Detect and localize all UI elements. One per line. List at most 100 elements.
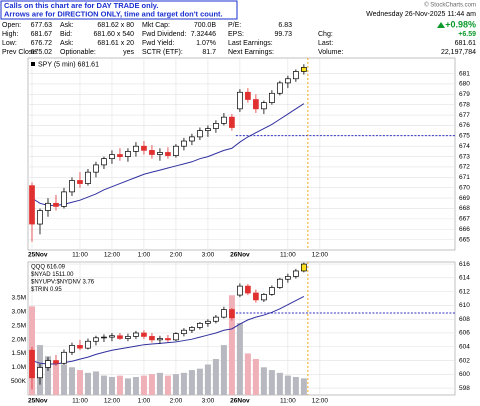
moving-average xyxy=(31,103,305,206)
note: Arrows are for DIRECTION ONLY, time and … xyxy=(4,9,223,18)
y-tick-label: 602 xyxy=(459,357,470,364)
candle-body xyxy=(93,337,99,342)
stat-label: Open: xyxy=(2,22,21,29)
stat-value: 681.62 x 80 xyxy=(97,22,134,29)
y2-tick-label: 500K xyxy=(11,378,27,385)
candle-body xyxy=(245,285,251,294)
y-tick-label: 614 xyxy=(459,275,470,282)
y-tick-label: 665 xyxy=(459,236,470,243)
stat-value: +0.98% xyxy=(445,19,476,29)
stat-label: Ask: xyxy=(60,22,74,29)
candle-body xyxy=(109,154,115,160)
stat-label: EPS: xyxy=(228,31,244,38)
volume-bar xyxy=(148,374,155,395)
candle-body xyxy=(61,191,67,207)
candle-body xyxy=(37,367,43,379)
y-tick-label: 669 xyxy=(459,195,470,202)
stat-value: 99.73 xyxy=(274,31,292,38)
stat-value: 681.61 x 20 xyxy=(97,40,134,47)
y2-tick-label: 1.0M xyxy=(12,364,26,371)
legend: $NYAD 1511.00 xyxy=(31,272,74,278)
volume-bar xyxy=(60,364,67,395)
stat-label: Last Earnings: xyxy=(228,40,273,47)
candle-body xyxy=(189,327,195,331)
x-tick-label: 3:00 xyxy=(202,252,215,259)
y-tick-label: 672 xyxy=(459,164,470,171)
volume-bar xyxy=(92,371,99,395)
moving-average xyxy=(31,296,305,365)
volume-bar xyxy=(228,295,235,395)
candle-body xyxy=(197,322,203,328)
candle-body xyxy=(53,360,59,364)
y-tick-label: 600 xyxy=(459,371,470,378)
y-tick-label: 678 xyxy=(459,101,470,108)
candle-body xyxy=(117,154,123,157)
candle-body xyxy=(85,171,91,184)
candle-body xyxy=(269,287,275,295)
candle-body xyxy=(197,130,203,138)
x-tick-label: 3:00 xyxy=(202,398,215,405)
stat-value: 81.7 xyxy=(202,49,216,56)
candle-body xyxy=(133,332,139,337)
candle-body xyxy=(181,329,187,335)
candle-body xyxy=(45,360,51,368)
x-tick-label: 26Nov xyxy=(230,398,250,405)
stat-label: High: xyxy=(2,31,18,38)
volume-bar xyxy=(292,376,299,395)
candle-body xyxy=(141,332,147,337)
x-tick-label: 26Nov xyxy=(230,252,250,259)
stat-value: 681.60 x 540 xyxy=(94,31,135,38)
volume-bar xyxy=(284,375,291,395)
candle-body xyxy=(69,180,75,193)
volume-bar xyxy=(108,376,115,395)
y-tick-label: 666 xyxy=(459,226,470,233)
x-tick-label: 11:00 xyxy=(280,398,296,405)
y2-tick-label: 2.0M xyxy=(12,336,26,343)
stat-value: 22,197,784 xyxy=(441,49,476,56)
volume-bar xyxy=(116,375,123,395)
volume-bar xyxy=(196,368,203,395)
stat-value: 6.83 xyxy=(278,22,292,29)
volume-bar xyxy=(132,376,139,395)
candle-body xyxy=(117,335,123,339)
stat-label: Next Earnings: xyxy=(228,49,274,56)
y2-tick-label: 1.5M xyxy=(12,350,26,357)
candle-body xyxy=(277,278,283,288)
x-tick-label: 2:00 xyxy=(170,398,183,405)
y2-tick-label: 2.5M xyxy=(12,322,26,329)
candle-body xyxy=(165,152,171,156)
stat-value: 7.32446 xyxy=(191,31,216,38)
legend: QQQ 616.09 xyxy=(31,265,66,271)
stat-label: Optionable: xyxy=(60,49,96,56)
candle-body xyxy=(109,335,115,338)
stat-value: 677.63 xyxy=(31,22,53,29)
y-tick-label: 604 xyxy=(459,343,470,350)
volume-bar xyxy=(268,370,275,395)
legend: SPY (5 min) 681.61 xyxy=(38,61,99,68)
stat-label: Fwd Yield: xyxy=(142,40,174,47)
candle-body xyxy=(77,345,83,349)
x-tick-label: 12:00 xyxy=(312,398,329,405)
candle-body xyxy=(245,91,251,100)
candle-body xyxy=(101,336,107,339)
candle-body xyxy=(29,349,35,379)
y2-tick-label: 3.5M xyxy=(12,295,26,302)
candle-body xyxy=(189,136,195,142)
candle-body xyxy=(213,123,219,129)
candle-body xyxy=(149,336,155,341)
stat-label: Volume: xyxy=(318,49,343,56)
candle-body xyxy=(157,338,163,341)
candle-body xyxy=(45,202,51,211)
volume-bar xyxy=(276,372,283,395)
stat-label: Last: xyxy=(318,40,333,47)
x-tick-label: 1:00 xyxy=(138,252,151,259)
volume-bar xyxy=(220,345,227,395)
note: Calls on this chart are for DAY TRADE on… xyxy=(4,1,158,10)
volume-bar xyxy=(204,364,211,395)
candle-body xyxy=(285,276,291,280)
y-tick-label: 671 xyxy=(459,174,470,181)
y-tick-label: 679 xyxy=(459,91,470,98)
y-tick-label: 676 xyxy=(459,122,470,129)
panel-frame xyxy=(27,57,456,251)
